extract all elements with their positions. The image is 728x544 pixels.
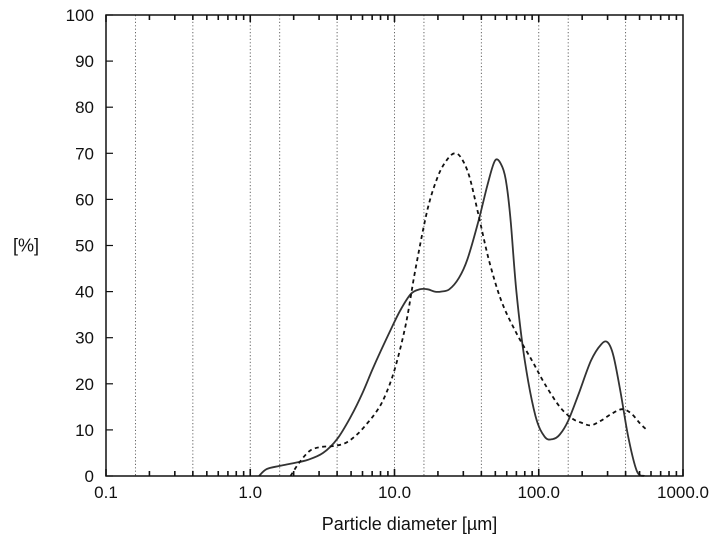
y-tick-label: 50: [75, 237, 94, 256]
x-tick-labels: 0.1 1.0 10.0 100.0 1000.0: [94, 483, 709, 502]
y-tick-label: 70: [75, 144, 94, 163]
y-tick-label: 10: [75, 421, 94, 440]
y-tick-label: 30: [75, 329, 94, 348]
y-tick-label: 90: [75, 52, 94, 71]
x-tick-label: 1000.0: [657, 483, 709, 502]
tick-marks: [105, 14, 684, 477]
dashed-series-line: [289, 152, 648, 477]
y-tick-label: 60: [75, 190, 94, 209]
y-tick-label: 0: [85, 467, 94, 486]
x-tick-label: 10.0: [378, 483, 411, 502]
y-tick-label: 40: [75, 283, 94, 302]
y-axis-title: [%]: [13, 236, 39, 256]
y-tick-label: 20: [75, 375, 94, 394]
y-tick-labels: 0 10 20 30 40 50 60 70 80 90 100: [66, 6, 94, 486]
solid-series-line: [258, 158, 645, 477]
y-tick-label: 100: [66, 6, 94, 25]
y-tick-label: 80: [75, 98, 94, 117]
x-tick-label: 100.0: [517, 483, 560, 502]
x-tick-label: 1.0: [238, 483, 262, 502]
x-tick-label: 0.1: [94, 483, 118, 502]
x-axis-title: Particle diameter [µm]: [322, 514, 497, 534]
series-group: [258, 152, 648, 477]
